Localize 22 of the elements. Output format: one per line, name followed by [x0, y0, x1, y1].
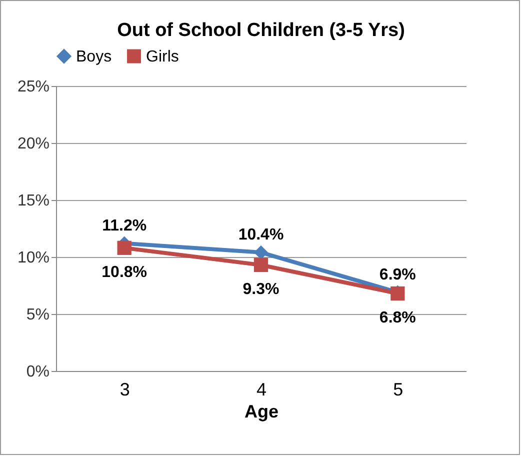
- data-label: 11.2%: [102, 217, 147, 234]
- y-tick-label: 5%: [26, 306, 50, 324]
- data-label: 10.4%: [238, 226, 284, 244]
- y-tick-label: 20%: [17, 136, 50, 152]
- legend-label: Girls: [146, 48, 179, 66]
- data-label: 9.3%: [242, 280, 280, 298]
- chart-title: Out of School Children (3-5 Yrs): [117, 20, 405, 41]
- y-tick-label: 10%: [17, 250, 50, 266]
- point: [254, 245, 268, 260]
- x-tick-label: 5: [393, 380, 404, 400]
- data-label: 6.9%: [379, 266, 416, 284]
- legend-label: Boys: [76, 48, 112, 66]
- x-axis-title: Age: [244, 402, 279, 422]
- point: [117, 240, 132, 255]
- point: [254, 258, 268, 272]
- y-tick-label: 15%: [17, 192, 50, 210]
- y-tick-label: 25%: [17, 78, 50, 96]
- data-label: 10.8%: [102, 264, 148, 281]
- y-tick-label: 0%: [26, 364, 50, 380]
- data-label: 6.8%: [379, 309, 416, 326]
- x-tick-label: 4: [256, 380, 267, 400]
- x-tick-label: 3: [120, 380, 130, 400]
